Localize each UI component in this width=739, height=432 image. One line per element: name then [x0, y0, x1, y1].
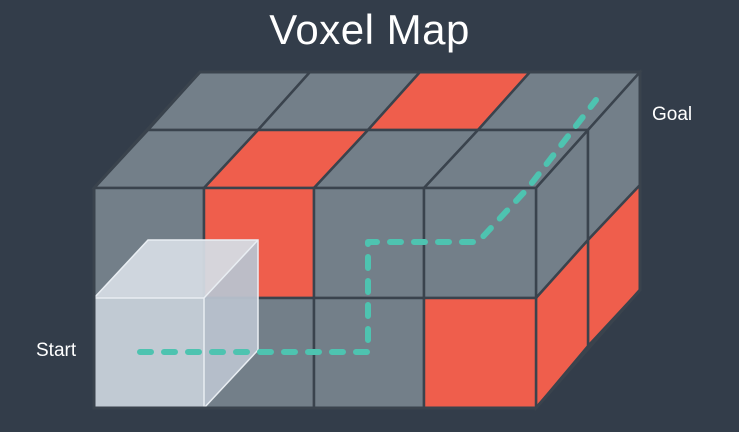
- voxel-outline: [92, 70, 642, 410]
- goal-label: Goal: [652, 104, 693, 125]
- front-cell-lower-4-obstacle: [422, 296, 538, 410]
- diagram-title: Voxel Map: [269, 6, 470, 53]
- start-label: Start: [36, 340, 77, 361]
- path-line: [137, 97, 599, 355]
